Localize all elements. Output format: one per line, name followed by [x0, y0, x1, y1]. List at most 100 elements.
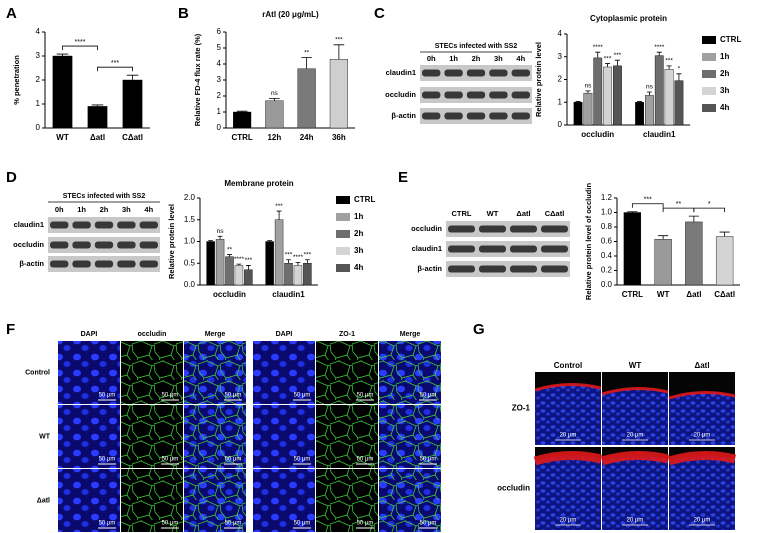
blot-band [541, 265, 568, 273]
bar [715, 236, 734, 286]
x-tick-label: 36h [332, 133, 346, 142]
lane-label: 4h [516, 54, 525, 63]
y-tick-label: 1 [217, 107, 222, 116]
blot-band [94, 221, 114, 229]
error-bar [585, 90, 591, 94]
error-bar [91, 104, 104, 107]
error-bar [656, 51, 662, 56]
y-tick-label: 2 [217, 91, 222, 100]
significance-label: *** [614, 52, 622, 59]
scale-bar-label: 20 μm [694, 518, 711, 524]
bar [685, 221, 703, 286]
bar [293, 265, 303, 286]
micrograph-overlay [184, 469, 246, 532]
error-bar [575, 101, 581, 103]
blot-band [422, 69, 441, 77]
bar [593, 57, 603, 126]
tissue-stain [601, 386, 669, 396]
y-tick-label: 0 [217, 123, 222, 132]
x-tick-label: claudin1 [272, 290, 305, 299]
y-axis-label: Relative protein level of occludin [584, 183, 593, 301]
significance-label: ns [646, 84, 654, 91]
significance-bracket [62, 45, 98, 51]
error-bar [666, 65, 672, 70]
blot-band [94, 241, 114, 249]
bar [297, 68, 316, 129]
tissue-stain [534, 382, 602, 392]
significance-label: *** [604, 55, 612, 62]
legend-label: 1h [354, 212, 363, 221]
blot-row-label: claudin1 [386, 68, 416, 77]
scale-bar-label: 20 μm [560, 518, 577, 524]
bar [654, 55, 664, 126]
y-tick-label: 1.0 [184, 237, 196, 246]
micrograph-overlay [316, 341, 378, 404]
x-tick-label: 24h [300, 133, 314, 142]
legend-swatch [336, 264, 350, 272]
blot-row-label: β-actin [19, 259, 44, 268]
tissue-stain [600, 450, 670, 466]
blot-row-label: β-actin [417, 264, 442, 273]
lane-label: WT [487, 209, 499, 218]
bar [573, 102, 583, 126]
blot-row-label: claudin1 [412, 244, 442, 253]
image-column-label: DAPI [276, 331, 293, 338]
significance-label: * [678, 66, 681, 73]
blot-band [511, 69, 530, 77]
error-bar [646, 91, 652, 96]
bar [329, 59, 348, 129]
y-tick-label: 1.2 [601, 193, 613, 202]
image-row-label: Control [25, 369, 50, 376]
scale-bar-label: 50 μm [99, 393, 116, 399]
lane-label: CTRL [452, 209, 472, 218]
blot-band [511, 91, 530, 99]
blot-header: STECs infected with SS2 [435, 43, 518, 50]
tissue-stain [533, 450, 603, 466]
significance-label: **** [75, 39, 86, 46]
blot-band [489, 69, 508, 77]
significance-label: *** [335, 37, 343, 44]
scale-bar-label: 50 μm [294, 393, 311, 399]
x-tick-label: claudin1 [643, 130, 676, 139]
image-column-label: Merge [205, 331, 226, 338]
scale-bar-label: 50 μm [225, 521, 242, 527]
error-bar [658, 235, 669, 240]
blot-row-label: occludin [13, 240, 44, 249]
blot-row-label: claudin1 [14, 220, 44, 229]
panel-label: C [374, 5, 385, 22]
blot-band [479, 225, 506, 233]
blot-band [139, 241, 158, 249]
lane-label: Δatl [516, 209, 530, 218]
lane-label: 0h [55, 205, 64, 214]
error-bar [56, 53, 69, 56]
error-bar [295, 261, 301, 266]
x-tick-label: WT [56, 133, 69, 142]
blot-band [444, 91, 463, 99]
x-tick-label: CΔatl [122, 133, 143, 142]
blot-strip [446, 261, 570, 277]
significance-label: * [708, 201, 711, 208]
chart-title: Cytoplasmic protein [590, 14, 667, 23]
panel-label: D [6, 169, 17, 186]
blot-band [510, 245, 537, 253]
tissue-nuclei [535, 384, 601, 445]
scale-bar-label: 50 μm [99, 521, 116, 527]
error-bar [208, 240, 214, 242]
scale-bar-label: 50 μm [420, 457, 437, 463]
lane-label: 1h [449, 54, 458, 63]
y-tick-label: 2 [36, 75, 41, 84]
bar [244, 269, 253, 286]
panel-label: B [178, 5, 189, 22]
error-bar [333, 44, 345, 60]
scale-bar-label: 20 μm [694, 433, 711, 439]
blot-row-label: β-actin [391, 111, 416, 120]
image-column-label: ZO-1 [339, 331, 355, 338]
blot-band [50, 241, 69, 249]
micrograph-overlay [184, 341, 246, 404]
blot-band [448, 225, 475, 233]
significance-label: *** [285, 251, 293, 258]
scale-bar-label: 50 μm [162, 521, 179, 527]
legend-swatch [702, 36, 716, 44]
y-tick-label: 1 [36, 99, 41, 108]
blot-band [422, 91, 441, 99]
